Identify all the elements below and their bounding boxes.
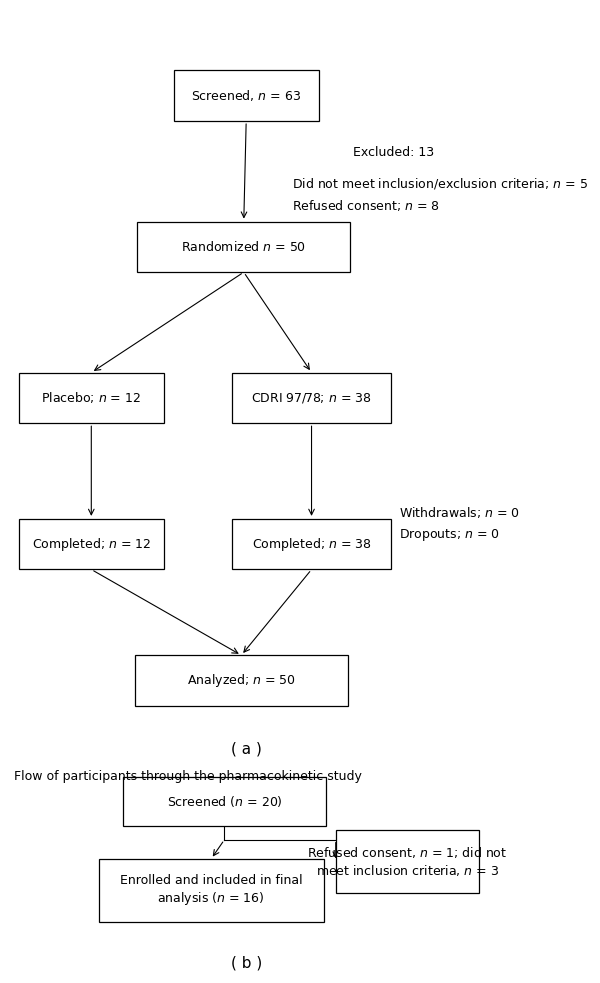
Text: Completed; $n$ = 12: Completed; $n$ = 12 <box>32 536 151 552</box>
Text: Refused consent, $n$ = 1; did not
meet inclusion criteria, $n$ = 3: Refused consent, $n$ = 1; did not meet i… <box>307 845 507 878</box>
Text: Screened ($n$ = 20): Screened ($n$ = 20) <box>167 794 282 809</box>
Text: Dropouts; $n$ = 0: Dropouts; $n$ = 0 <box>398 527 500 544</box>
Text: ( a ): ( a ) <box>231 741 262 756</box>
Text: Excluded: 13: Excluded: 13 <box>353 145 434 159</box>
Text: Enrolled and included in final
analysis ($n$ = 16): Enrolled and included in final analysis … <box>120 875 302 907</box>
FancyBboxPatch shape <box>232 519 391 569</box>
Text: Placebo; $n$ = 12: Placebo; $n$ = 12 <box>41 390 141 405</box>
Text: Analyzed; $n$ = 50: Analyzed; $n$ = 50 <box>187 672 296 689</box>
FancyBboxPatch shape <box>123 778 326 826</box>
Text: Did not meet inclusion/exclusion criteria; $n$ = 5: Did not meet inclusion/exclusion criteri… <box>292 176 588 191</box>
FancyBboxPatch shape <box>336 830 479 894</box>
FancyBboxPatch shape <box>137 221 350 272</box>
Text: Flow of participants through the pharmacokinetic study: Flow of participants through the pharmac… <box>14 770 362 782</box>
FancyBboxPatch shape <box>135 656 348 706</box>
Text: CDRI 97/78; $n$ = 38: CDRI 97/78; $n$ = 38 <box>251 391 372 405</box>
Text: Withdrawals; $n$ = 0: Withdrawals; $n$ = 0 <box>398 505 520 520</box>
FancyBboxPatch shape <box>173 71 319 121</box>
FancyBboxPatch shape <box>19 373 164 424</box>
FancyBboxPatch shape <box>98 859 323 922</box>
Text: Completed; $n$ = 38: Completed; $n$ = 38 <box>251 536 371 552</box>
Text: Screened, $n$ = 63: Screened, $n$ = 63 <box>191 88 301 103</box>
FancyBboxPatch shape <box>232 373 391 424</box>
Text: Refused consent; $n$ = 8: Refused consent; $n$ = 8 <box>292 199 440 213</box>
FancyBboxPatch shape <box>19 519 164 569</box>
Text: Randomized $n$ = 50: Randomized $n$ = 50 <box>181 240 307 254</box>
Text: ( b ): ( b ) <box>230 955 262 971</box>
